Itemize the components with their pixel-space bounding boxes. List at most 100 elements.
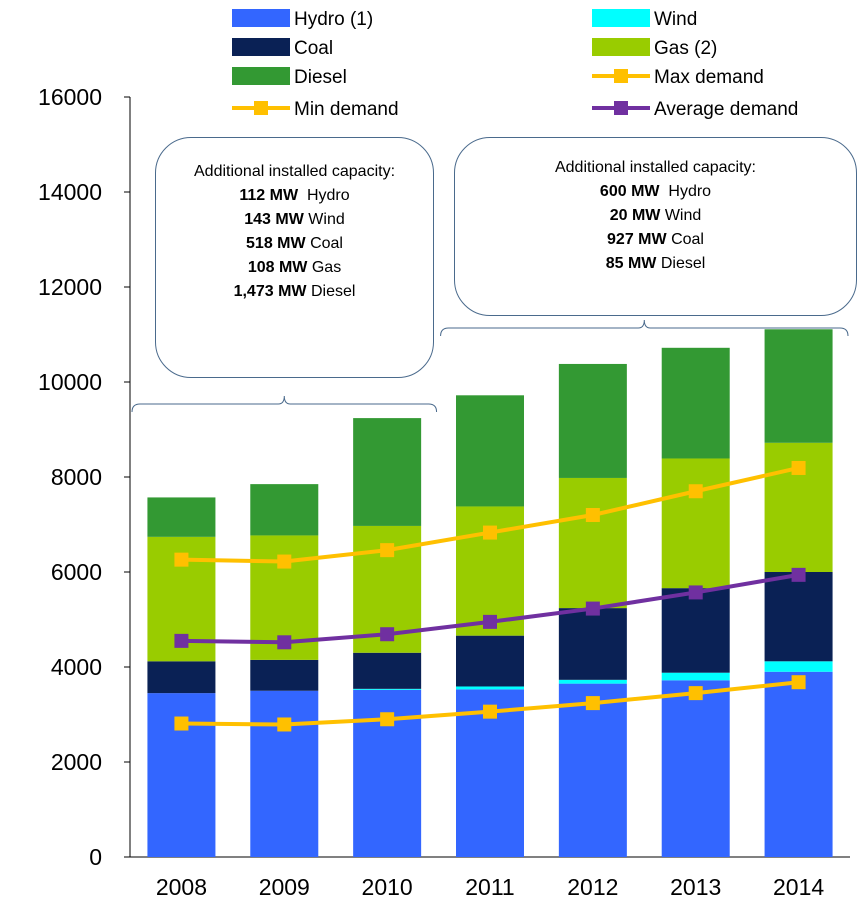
- legend-label-hydro-1: Hydro (1): [294, 9, 373, 30]
- marker-max-demand-2013: [688, 484, 703, 499]
- bar-coal-2013: [661, 588, 730, 673]
- callout-label: Coal: [671, 231, 704, 248]
- bar-hydro-1-2009: [250, 690, 319, 857]
- bar-coal-2010: [353, 652, 422, 689]
- callout-value: 1,473 MW: [233, 283, 307, 300]
- callout-line-gas: 108 MW Gas: [194, 256, 395, 280]
- x-tick-label: 2009: [259, 874, 310, 900]
- y-tick-label: 0: [89, 844, 102, 870]
- marker-max-demand-2009: [277, 554, 292, 569]
- marker-min-demand-2013: [688, 686, 703, 701]
- marker-max-demand-2012: [585, 508, 600, 522]
- legend-swatch-gas-2: [592, 38, 650, 56]
- bar-diesel-2009: [250, 484, 319, 536]
- x-tick-label: 2013: [670, 874, 721, 900]
- y-tick-label: 8000: [51, 464, 102, 490]
- callout-value: 600 MW: [599, 183, 660, 200]
- marker-average-demand-2014: [791, 567, 806, 582]
- bar-hydro-1-2012: [558, 683, 627, 857]
- bar-gas-2-2013: [661, 458, 730, 589]
- callout-label: Hydro: [668, 183, 712, 200]
- marker-min-demand-2008: [174, 716, 189, 731]
- x-tick-label: 2014: [773, 874, 824, 900]
- legend-label-diesel: Diesel: [294, 67, 347, 88]
- legend-label-coal: Coal: [294, 38, 333, 59]
- legend-swatch-wind: [592, 9, 650, 27]
- callout-line-hydro: 600 MW Hydro: [495, 180, 816, 204]
- legend-label-gas-2: Gas (2): [654, 38, 717, 59]
- y-tick-label: 16000: [38, 84, 102, 110]
- legend-marker-min-demand: [254, 101, 268, 115]
- marker-max-demand-2008: [174, 552, 189, 567]
- y-tick-label: 14000: [38, 179, 102, 205]
- bar-coal-2014: [764, 572, 833, 662]
- legend-marker-average-demand: [614, 101, 628, 115]
- marker-average-demand-2010: [380, 627, 395, 642]
- legend-swatch-diesel: [232, 67, 290, 85]
- bar-diesel-2013: [661, 347, 730, 459]
- bar-diesel-2010: [353, 418, 422, 526]
- callout-label: Diesel: [310, 283, 356, 300]
- callout-heading: Additional installed capacity:: [554, 159, 756, 176]
- bar-diesel-2011: [456, 395, 524, 507]
- bars: [147, 329, 833, 857]
- legend: Hydro (1) Wind Coal Gas (2) Diesel Max demand…: [232, 9, 798, 120]
- callout-line-wind: 143 MW Wind: [194, 208, 395, 232]
- callout-line-diesel: 85 MW Diesel: [495, 252, 816, 276]
- legend-label-average-demand: Average demand: [654, 99, 798, 120]
- legend-swatch-hydro-1: [232, 9, 290, 27]
- callout-line-coal: 518 MW Coal: [194, 232, 395, 256]
- y-tick-label: 2000: [51, 749, 102, 775]
- x-tick-label: 2012: [567, 874, 618, 900]
- y-tick-label: 6000: [51, 559, 102, 585]
- callout-value: 85 MW: [605, 255, 657, 272]
- marker-average-demand-2008: [174, 633, 189, 648]
- bar-diesel-2014: [764, 329, 833, 443]
- bar-hydro-1-2013: [661, 680, 730, 857]
- bar-wind-2014: [764, 661, 833, 672]
- callout-label: Hydro: [306, 187, 350, 204]
- callout-line-coal: 927 MW Coal: [495, 228, 816, 252]
- bar-coal-2012: [558, 608, 627, 680]
- callout-heading: Additional installed capacity:: [194, 163, 396, 180]
- bar-coal-2009: [250, 659, 319, 691]
- callout-label: Wind: [664, 207, 702, 224]
- axes: 0 2000 4000 6000 8000 10000 12000 14000 16000 200…: [38, 84, 850, 900]
- legend-marker-max-demand: [614, 69, 628, 83]
- marker-average-demand-2011: [483, 614, 497, 629]
- bar-coal-2008: [147, 661, 216, 694]
- marker-max-demand-2011: [483, 525, 497, 540]
- callout-braces: [131, 319, 849, 413]
- legend-label-min-demand: Min demand: [294, 99, 399, 120]
- legend-label-wind: Wind: [654, 9, 697, 30]
- callout-brace-1: [131, 395, 438, 413]
- y-tick-label: 4000: [51, 654, 102, 680]
- callout-label: Gas: [311, 259, 342, 276]
- marker-max-demand-2014: [791, 460, 806, 475]
- callout-value: 108 MW: [247, 259, 308, 276]
- marker-average-demand-2013: [688, 585, 703, 600]
- callout-label: Coal: [310, 235, 343, 252]
- callout-value: 518 MW: [246, 235, 306, 252]
- bar-hydro-1-2014: [764, 671, 833, 857]
- callout-line-diesel: 1,473 MW Diesel: [194, 280, 395, 304]
- x-tick-label: 2011: [465, 874, 514, 900]
- bar-wind-2010: [353, 688, 422, 690]
- marker-average-demand-2009: [277, 635, 292, 650]
- annotation-callout-2008-2010: Additional installed capacity: 112 MW Hy…: [155, 137, 434, 378]
- bar-diesel-2012: [558, 363, 627, 478]
- callout-value: 143 MW: [244, 211, 304, 228]
- callout-line-hydro: 112 MW Hydro: [194, 184, 395, 208]
- callout-value: 112 MW: [239, 187, 299, 204]
- bar-gas-2-2012: [558, 477, 627, 609]
- callout-value: 927 MW: [607, 231, 667, 248]
- legend-label-max-demand: Max demand: [654, 67, 764, 88]
- marker-min-demand-2010: [380, 712, 395, 727]
- bar-diesel-2008: [147, 497, 216, 537]
- marker-min-demand-2012: [585, 696, 600, 711]
- bar-wind-2013: [661, 672, 730, 681]
- bar-coal-2011: [456, 635, 524, 687]
- marker-min-demand-2014: [791, 675, 806, 690]
- x-tick-label: 2010: [362, 874, 413, 900]
